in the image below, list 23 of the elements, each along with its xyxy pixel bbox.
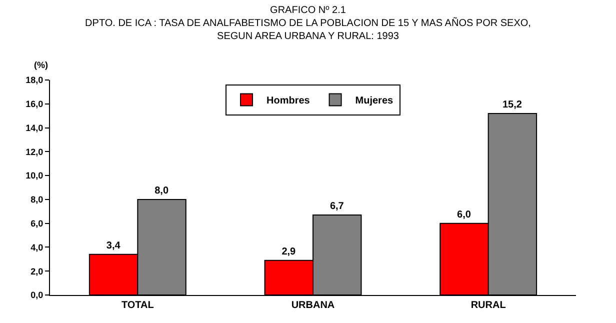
data-label: 3,4 (106, 240, 121, 252)
y-tick-label: 14,0 (26, 122, 44, 133)
y-tick-label: 2,0 (30, 266, 44, 276)
data-label: 15,2 (502, 99, 522, 110)
data-label: 8,0 (154, 185, 169, 196)
data-label: 6,7 (330, 200, 344, 212)
y-tick-label: 6,0 (30, 218, 44, 228)
y-tick-label: 10,0 (26, 170, 44, 181)
x-tick-label: URBANA (291, 300, 335, 311)
data-label: 2,9 (282, 246, 296, 258)
y-tick-label: 4,0 (30, 242, 44, 252)
legend-label: Hombres (266, 96, 310, 107)
y-axis-title: (%) (34, 60, 48, 70)
data-label: 6,0 (457, 209, 472, 220)
y-tick-label: 8,0 (30, 194, 44, 205)
legend-label: Mujeres (355, 96, 394, 107)
y-tick-label: 18,0 (26, 75, 44, 86)
chart-title: GRAFICO Nº 2.1 DPTO. DE ICA : TASA DE ANALFABETISMO DE LA POBLACION DE 15 Y MAS AÑOS POR SEXO, SEGUN AREA URBANA Y RURAL: 1993 (85, 4, 531, 42)
y-tick-label: 12,0 (26, 146, 44, 157)
y-tick-label: 16,0 (26, 99, 44, 110)
x-tick-label: TOTAL (121, 300, 154, 311)
y-tick-label: 0,0 (30, 290, 44, 300)
x-tick-label: RURAL (470, 300, 506, 311)
